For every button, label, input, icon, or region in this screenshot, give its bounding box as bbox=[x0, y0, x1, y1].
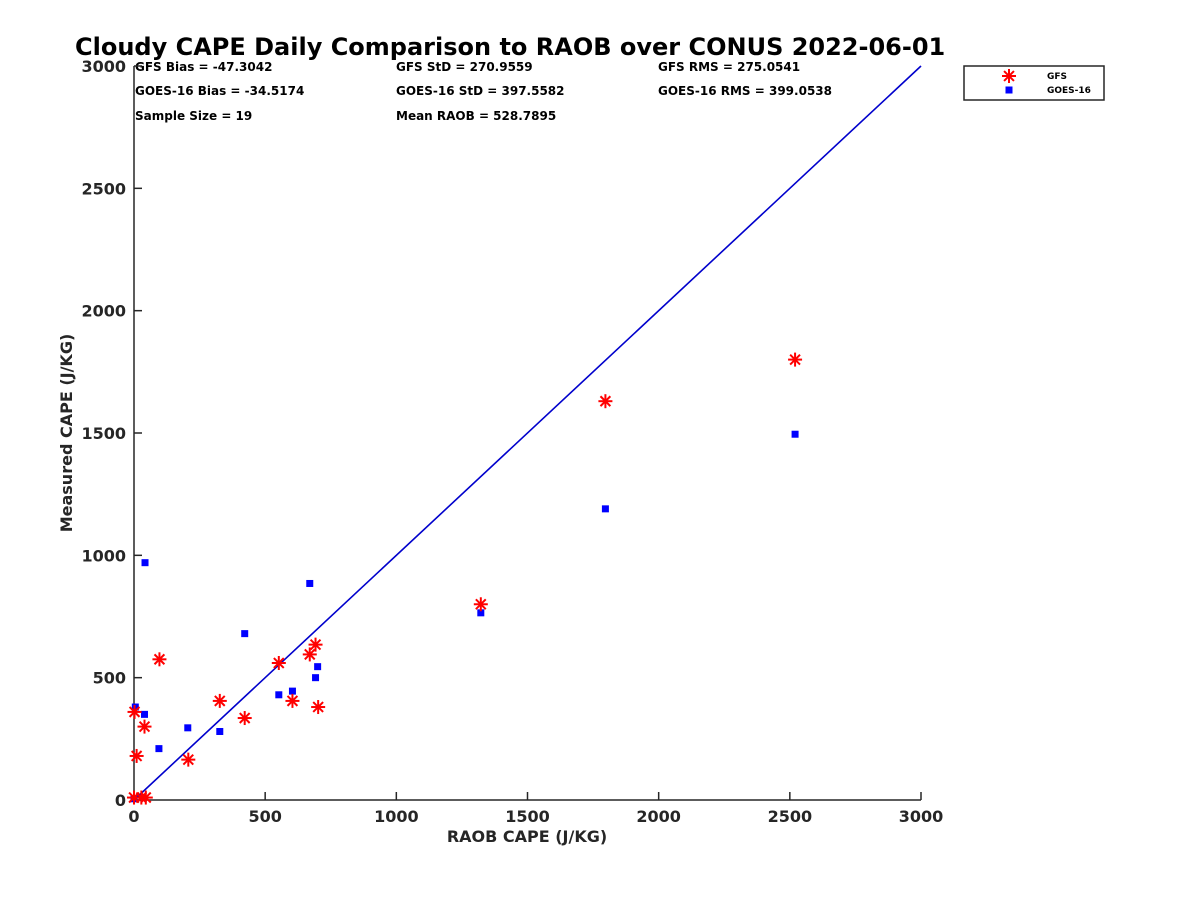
y-tick-label: 500 bbox=[93, 669, 126, 688]
chart-title: Cloudy CAPE Daily Comparison to RAOB ove… bbox=[75, 33, 945, 61]
goes16-point bbox=[314, 663, 322, 671]
x-axis-label: RAOB CAPE (J/KG) bbox=[447, 827, 607, 846]
gfs-point bbox=[138, 790, 153, 805]
x-tick-label: 0 bbox=[128, 807, 139, 826]
gfs-point bbox=[308, 637, 323, 652]
goes16-point bbox=[477, 609, 485, 617]
legend-goes16-square bbox=[1005, 86, 1013, 94]
goes16-point bbox=[140, 710, 148, 718]
legend-label-goes16: GOES-16 bbox=[1047, 86, 1091, 96]
x-tick-label: 3000 bbox=[899, 807, 944, 826]
goes16-point bbox=[216, 727, 224, 735]
y-tick-label: 1500 bbox=[81, 424, 126, 443]
goes16-point bbox=[275, 691, 283, 699]
goes16-point bbox=[141, 559, 149, 567]
series-gfs bbox=[127, 352, 803, 805]
y-tick-label: 2000 bbox=[81, 302, 126, 321]
gfs-point bbox=[473, 597, 488, 612]
y-tick-label: 2500 bbox=[81, 179, 126, 198]
goes16-point bbox=[312, 674, 320, 682]
gfs-point bbox=[127, 704, 142, 719]
goes16-point bbox=[155, 745, 163, 753]
legend-marker-goes16 bbox=[1005, 86, 1013, 94]
gfs-point bbox=[212, 693, 227, 708]
stat-goes-rms: GOES-16 RMS = 399.0538 bbox=[658, 84, 832, 98]
gfs-point bbox=[311, 700, 326, 715]
y-axis-ticks: 0 500 1000 1500 2000 2500 3000 bbox=[81, 57, 142, 810]
one-to-one-line bbox=[133, 65, 922, 801]
legend-box bbox=[963, 65, 1105, 101]
gfs-point bbox=[285, 693, 300, 708]
stat-sample-size: Sample Size = 19 bbox=[135, 109, 252, 123]
x-tick-label: 1500 bbox=[505, 807, 550, 826]
stat-mean-raob: Mean RAOB = 528.7895 bbox=[396, 109, 556, 123]
stat-gfs-bias: GFS Bias = -47.3042 bbox=[135, 60, 272, 74]
legend-label-gfs: GFS bbox=[1047, 72, 1067, 82]
stat-gfs-rms: GFS RMS = 275.0541 bbox=[658, 60, 800, 74]
goes16-point bbox=[306, 579, 314, 587]
y-tick-label: 1000 bbox=[81, 546, 126, 565]
gfs-point bbox=[302, 647, 317, 662]
y-axis-label: Measured CAPE (J/KG) bbox=[57, 334, 76, 533]
legend-marker-gfs bbox=[1002, 69, 1016, 83]
stat-goes-std: GOES-16 StD = 397.5582 bbox=[396, 84, 565, 98]
stat-goes-bias: GOES-16 Bias = -34.5174 bbox=[135, 84, 304, 98]
gfs-point bbox=[129, 748, 144, 763]
legend-gfs-asterisk bbox=[1002, 69, 1016, 83]
stat-gfs-std: GFS StD = 270.9559 bbox=[396, 60, 533, 74]
gfs-point bbox=[598, 394, 613, 409]
reference-line-layer bbox=[133, 65, 922, 801]
goes16-point bbox=[288, 687, 296, 695]
gfs-point bbox=[152, 652, 167, 667]
x-tick-label: 1000 bbox=[374, 807, 419, 826]
y-tick-label: 0 bbox=[115, 791, 126, 810]
x-tick-label: 2500 bbox=[768, 807, 813, 826]
gfs-point bbox=[237, 711, 252, 726]
goes16-point bbox=[241, 630, 249, 638]
goes16-point bbox=[791, 430, 799, 438]
goes16-point bbox=[184, 724, 192, 732]
gfs-point bbox=[137, 719, 152, 734]
gfs-point bbox=[788, 352, 803, 367]
legend: GFS GOES-16 bbox=[963, 65, 1105, 101]
series-layer bbox=[127, 352, 803, 805]
gfs-point bbox=[271, 655, 286, 670]
y-tick-label: 3000 bbox=[81, 57, 126, 76]
x-tick-label: 2000 bbox=[636, 807, 681, 826]
x-axis-ticks: 0 500 1000 1500 2000 2500 3000 bbox=[128, 792, 943, 826]
x-tick-label: 500 bbox=[248, 807, 281, 826]
goes16-point bbox=[601, 505, 609, 513]
gfs-point bbox=[181, 752, 196, 767]
